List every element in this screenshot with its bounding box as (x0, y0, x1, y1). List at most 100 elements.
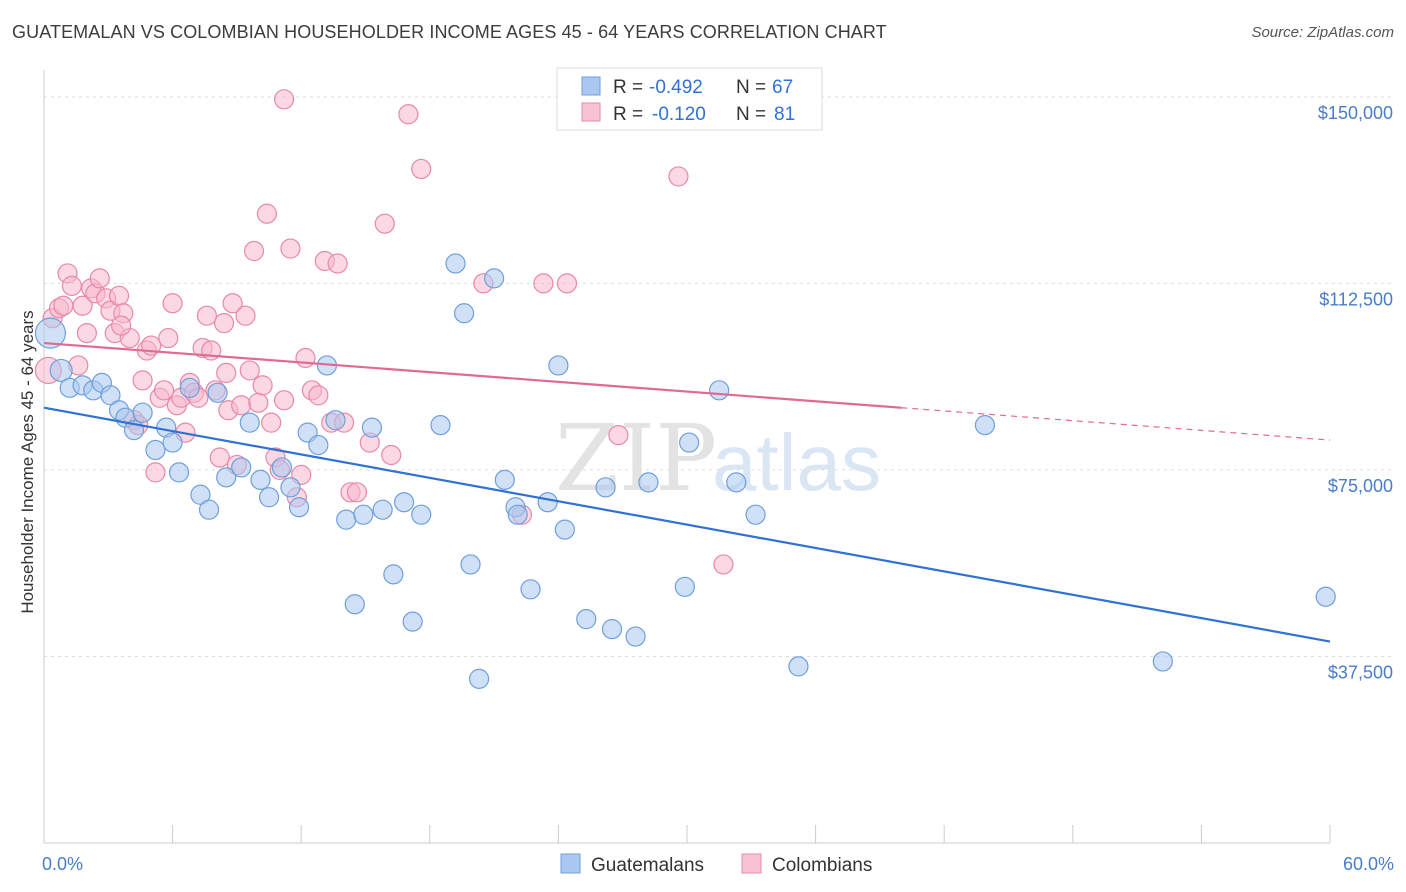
colombian-point (61, 275, 82, 296)
legend-n-label-pink: N = (736, 104, 766, 125)
axes (43, 70, 1331, 844)
colombian-trend-line (43, 341, 902, 409)
y-tick-label-0: $37,500 (1328, 662, 1393, 682)
guatemalan-point (336, 509, 357, 530)
guatemalan-trend-line (43, 406, 1331, 643)
guatemalan-point (674, 576, 695, 597)
colombian-points (34, 89, 734, 575)
guatemalan-point (507, 504, 528, 525)
colombian-point (308, 385, 329, 406)
guatemalan-point (49, 358, 73, 383)
guatemalan-point (445, 253, 466, 274)
legend-swatch-blue (581, 76, 601, 96)
colombian-point (239, 360, 260, 381)
colombian-point (273, 390, 295, 411)
y-tick-label-3: $150,000 (1318, 103, 1393, 123)
guatemalan-point (344, 594, 365, 615)
colombian-point (668, 166, 689, 187)
y-tick-label-1: $75,000 (1328, 476, 1393, 496)
guatemalan-point (430, 415, 451, 436)
colombian-point (53, 295, 74, 316)
guatemalan-point (288, 497, 310, 518)
legend-r-label-blue: R = (613, 77, 643, 98)
guatemalan-point (250, 469, 271, 490)
guatemalan-point (548, 355, 569, 376)
colombian-point (556, 273, 578, 294)
guatemalan-point (190, 484, 211, 505)
colombian-point (162, 293, 183, 314)
colombian-point (76, 323, 97, 344)
guatemalan-point (132, 402, 153, 423)
guatemalan-points (34, 253, 1336, 689)
legend-n-label-blue: N = (736, 77, 766, 98)
series-legend-swatch-guatemalans (560, 853, 581, 874)
guatemalan-point (258, 487, 280, 508)
guatemalan-point (162, 432, 183, 453)
guatemalan-point (231, 457, 252, 478)
guatemalan-point (353, 504, 374, 525)
guatemalan-point (709, 380, 730, 401)
guatemalan-point (468, 668, 490, 689)
colombian-point (153, 380, 175, 401)
guatemalan-point (788, 656, 809, 677)
guatemalan-point (207, 382, 228, 403)
colombian-point (158, 327, 179, 349)
stats-legend: R = -0.492 N = 67 R = -0.120 N = 81 (556, 67, 823, 131)
guatemalan-point (974, 415, 996, 436)
guatemalan-point (1315, 586, 1336, 607)
chart-title: GUATEMALAN VS COLOMBIAN HOUSEHOLDER INCO… (12, 22, 887, 42)
colombian-point (713, 554, 734, 575)
series-legend-label-guatemalans: Guatemalans (591, 855, 704, 876)
x-tick-min: 0.0% (42, 854, 83, 874)
stats-legend-box (556, 67, 823, 131)
guatemalan-point (239, 412, 260, 433)
watermark-atlas: atlas (712, 418, 881, 507)
guatemalan-point (308, 434, 329, 456)
guatemalan-point (576, 609, 597, 630)
colombian-point (196, 305, 217, 326)
guatemalan-point (168, 462, 190, 483)
guatemalan-point (453, 303, 475, 324)
x-tick-max: 60.0% (1343, 854, 1394, 874)
colombian-point (89, 268, 110, 289)
guatemalan-point (679, 432, 700, 453)
legend-r-value-pink: -0.120 (652, 104, 706, 125)
y-tick-labels: $37,500 $75,000 $112,500 $150,000 (1318, 103, 1393, 683)
guatemalan-point (638, 472, 659, 493)
colombian-point (235, 305, 256, 326)
guatemalan-point (280, 477, 301, 498)
guatemalan-point (216, 467, 237, 488)
guatemalan-point (100, 385, 121, 406)
colombian-point (231, 395, 252, 416)
colombian-point (411, 158, 432, 180)
guatemalan-point (411, 504, 432, 525)
guatemalan-point (484, 268, 505, 289)
colombian-point (111, 315, 132, 336)
colombian-point (248, 392, 269, 413)
colombian-point (252, 375, 273, 396)
guatemalan-point (520, 579, 541, 600)
guatemalan-point (34, 317, 67, 349)
guatemalan-point (402, 611, 423, 632)
legend-r-label-pink: R = (613, 104, 643, 125)
watermark-zip: ZIP (555, 405, 717, 512)
guatemalan-point (745, 504, 766, 525)
guatemalan-point (271, 457, 293, 478)
colombian-point (108, 285, 130, 306)
series-legend: Guatemalans Colombians (560, 853, 872, 876)
colombian-point (261, 412, 282, 433)
guatemalan-point (1152, 651, 1173, 672)
guatemalan-point (361, 417, 383, 438)
colombian-point (327, 253, 348, 274)
colombian-point (222, 293, 243, 314)
colombian-point (381, 444, 402, 466)
guatemalan-point (726, 472, 747, 493)
colombian-point (346, 482, 368, 503)
legend-r-value-blue: -0.492 (649, 77, 703, 98)
legend-n-value-blue: 67 (772, 77, 793, 98)
series-legend-label-colombians: Colombians (772, 855, 872, 876)
legend-n-value-pink: 81 (774, 104, 795, 125)
guatemalan-point (145, 439, 166, 461)
y-tick-label-2: $112,500 (1319, 289, 1393, 309)
guatemalan-point (325, 410, 346, 431)
